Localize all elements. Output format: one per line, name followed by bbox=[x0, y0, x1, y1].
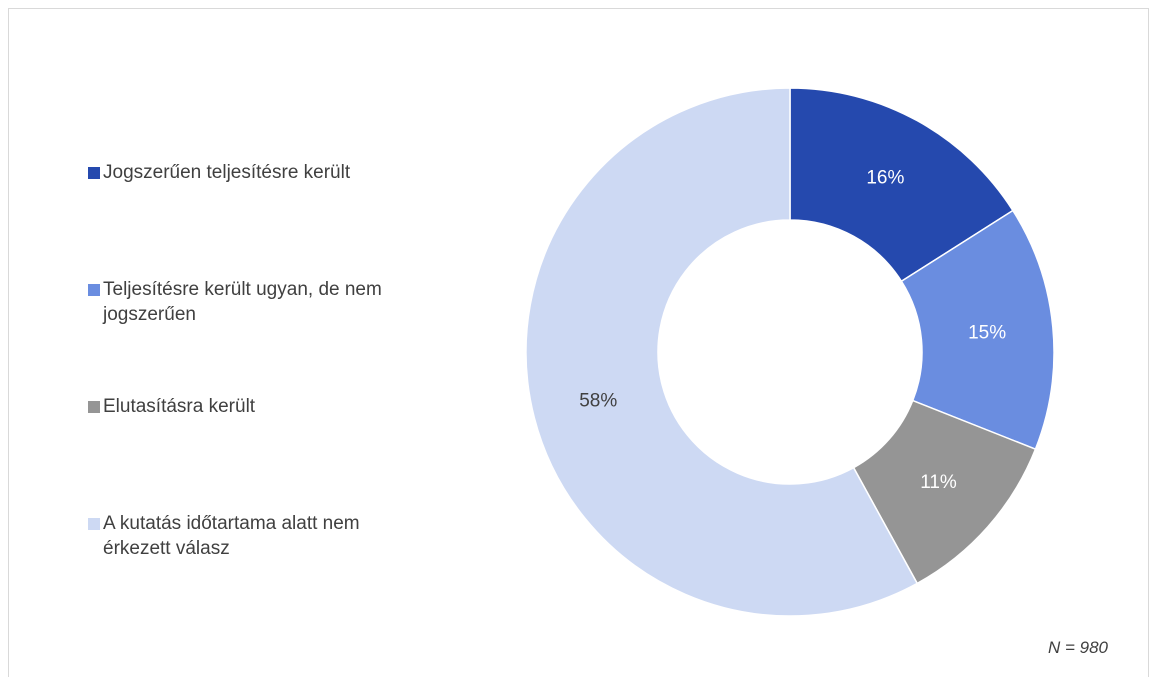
legend-label: A kutatás időtartama alatt nem érkezett … bbox=[103, 513, 360, 559]
legend-item: Teljesítésre került ugyan, de nem jogsze… bbox=[88, 277, 383, 327]
legend-item: Elutasításra került bbox=[88, 394, 383, 419]
data-label: 11% bbox=[920, 472, 957, 493]
legend-swatch bbox=[88, 518, 100, 530]
legend-item: A kutatás időtartama alatt nem érkezett … bbox=[88, 511, 383, 561]
donut-slice bbox=[789, 87, 1014, 283]
donut-slice bbox=[525, 87, 919, 617]
note: N = 980 bbox=[1047, 638, 1108, 657]
legend-label: Teljesítésre került ugyan, de nem jogsze… bbox=[103, 279, 382, 325]
legend-swatch bbox=[88, 167, 100, 179]
legend-swatch bbox=[88, 284, 100, 296]
data-label: 58% bbox=[579, 390, 617, 411]
legend-swatch bbox=[88, 401, 100, 413]
legend-label: Jogszerűen teljesítésre került bbox=[103, 162, 351, 183]
data-label: 15% bbox=[968, 322, 1006, 343]
frame bbox=[8, 8, 1149, 677]
legend-item: Jogszerűen teljesítésre került bbox=[88, 160, 383, 185]
legend-label: Elutasításra került bbox=[103, 396, 256, 417]
donut-slice bbox=[900, 209, 1055, 451]
data-label: 16% bbox=[866, 168, 904, 189]
